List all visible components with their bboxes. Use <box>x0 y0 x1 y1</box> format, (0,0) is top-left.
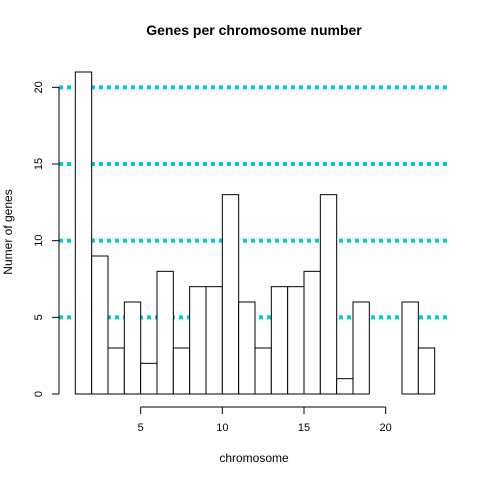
y-tick-label: 10 <box>33 235 45 247</box>
histogram-bar <box>238 301 256 395</box>
histogram-bar <box>189 286 207 395</box>
histogram-bar <box>156 270 174 395</box>
x-tick-label: 5 <box>138 422 144 434</box>
histogram-bar <box>303 270 321 395</box>
x-tick-label: 10 <box>216 422 228 434</box>
histogram-bar <box>417 347 436 395</box>
y-tick-label: 15 <box>33 158 45 170</box>
x-axis: 5 10 15 20 <box>138 406 392 434</box>
histogram-bar <box>401 301 419 395</box>
histogram-bar <box>140 362 158 395</box>
y-tick-label: 5 <box>33 314 45 320</box>
histogram-bar <box>336 378 354 395</box>
x-axis-label: chromosome <box>219 451 289 465</box>
x-tick-label: 20 <box>380 422 392 434</box>
histogram-bar <box>91 255 109 395</box>
y-tick-label: 0 <box>33 391 45 397</box>
x-tick-label: 15 <box>298 422 310 434</box>
histogram-bar <box>254 347 272 395</box>
histogram-bar <box>74 71 93 395</box>
histogram-bar <box>352 301 370 395</box>
y-tick-label: 20 <box>33 81 45 93</box>
histogram-bar <box>221 194 240 395</box>
chart-title: Genes per chromosome number <box>146 22 362 38</box>
histogram-bar <box>319 194 338 395</box>
y-axis: 0 5 10 15 20 <box>33 81 60 397</box>
y-axis-label: Numer of genes <box>1 189 15 274</box>
histogram-bar <box>270 286 289 395</box>
histogram-bar <box>123 301 142 395</box>
histogram-bar <box>287 286 305 395</box>
histogram-bar <box>107 347 125 395</box>
histogram-bars <box>74 71 436 395</box>
histogram-bar <box>205 286 223 395</box>
histogram-bar <box>172 347 191 395</box>
